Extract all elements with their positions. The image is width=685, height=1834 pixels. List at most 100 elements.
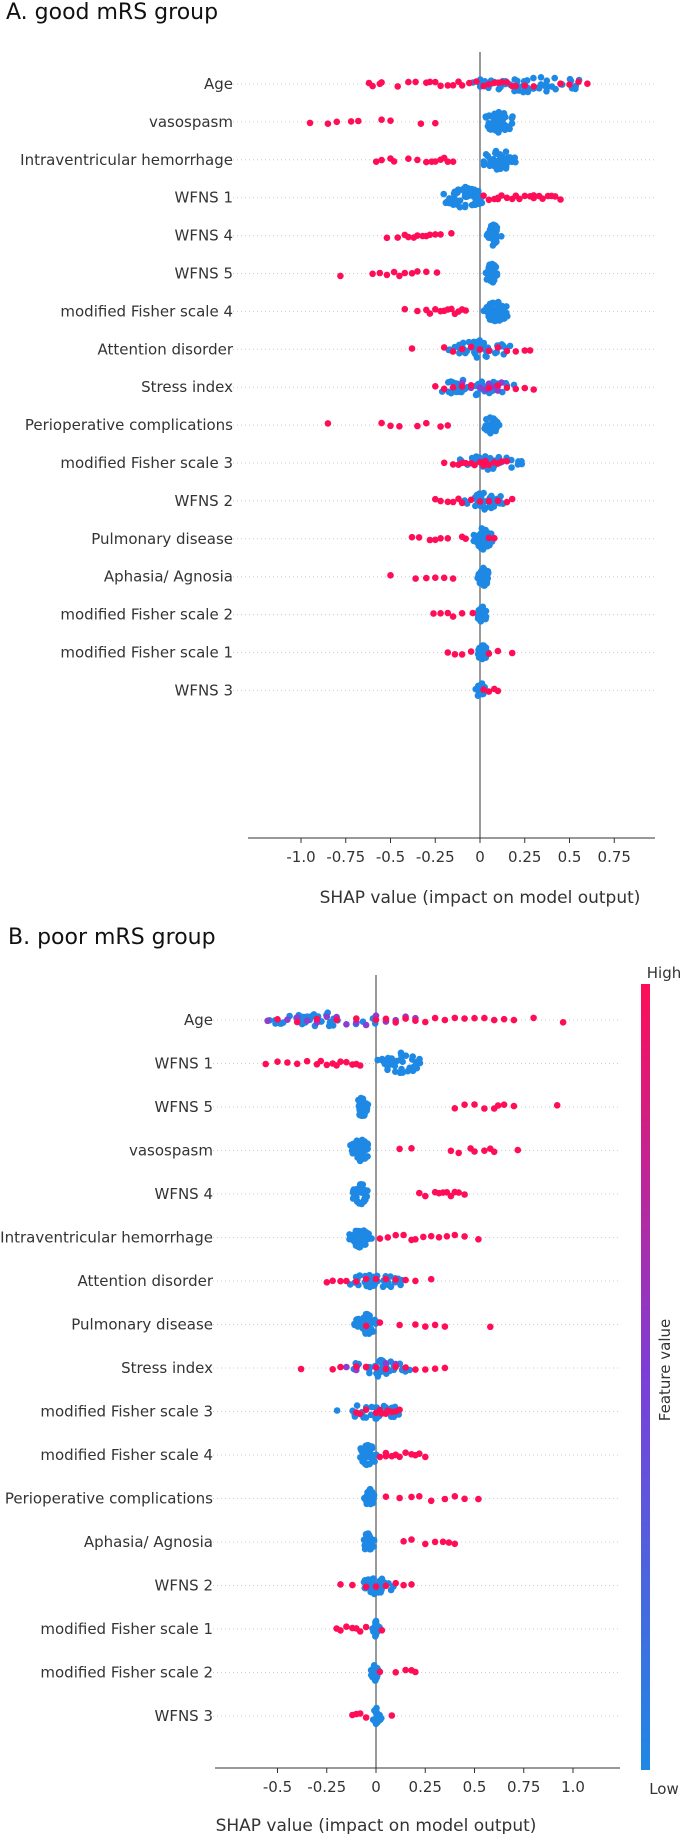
shap-point-high [431,1365,439,1372]
shap-point-high [521,82,529,89]
shap-point-low [492,236,500,243]
shap-point-high [441,1364,449,1372]
shap-point-low [354,1243,362,1250]
shap-point-high [503,347,511,355]
shap-point-low [372,1618,379,1626]
shap-point-low [488,308,495,315]
shap-point-high [414,232,421,239]
shap-point-low [388,1061,395,1068]
shap-point-low [445,379,452,386]
shap-point-high [401,305,409,313]
x-tick-label: 0 [475,848,485,866]
feature-label: Age [204,75,233,93]
shap-point-high [512,192,520,200]
shap-point-high [426,231,434,239]
feature-label: vasospasm [129,1142,213,1160]
shap-point-high [362,1714,370,1721]
shap-point-mid [343,1021,350,1028]
feature-label: modified Fisher scale 4 [40,1446,213,1464]
shap-point-low [476,337,484,344]
shap-point-high [362,1623,370,1631]
x-tick-label: 0.75 [507,1778,540,1796]
shap-point-low [333,1407,341,1414]
shap-point-high [551,193,559,200]
shap-point-high [378,79,385,86]
shap-point-high [461,1495,468,1503]
shap-point-high [437,610,444,617]
x-tick-label: -1.0 [286,848,315,866]
shap-point-high [448,230,455,237]
shap-point-high [356,1710,364,1717]
panel-a-feature-labels: Age vasospasm Intraventricular hemorrhage W… [20,75,234,699]
x-tick-label: 0.25 [508,848,541,866]
shap-point-low [385,1281,392,1289]
shap-point-low [481,543,488,551]
shap-point-high [333,1016,340,1024]
shap-point-low [495,108,503,116]
shap-point-high [490,1016,498,1024]
shap-point-high [414,307,421,315]
shap-point-low [497,307,505,315]
shap-point-high [455,1189,463,1196]
shap-point-high [494,344,502,351]
colorbar-title: Feature value [656,1319,674,1421]
shap-point-high [423,574,430,582]
shap-point-low [485,313,492,320]
shap-point-high [356,1628,364,1635]
shap-point-high [353,1015,360,1022]
shap-point-low [492,229,500,237]
shap-point-high [423,158,430,166]
shap-point-high [426,310,434,317]
shap-point-low [367,1328,375,1336]
shap-point-high [387,422,394,430]
shap-point-low [363,1229,370,1236]
shap-point-low [551,74,558,82]
shap-point-high [402,1449,409,1456]
shap-point-low [362,1531,370,1538]
shap-point-high [423,268,430,276]
feature-label: Intraventricular hemorrhage [20,151,233,169]
shap-point-high [392,1231,400,1239]
shap-point-high [530,194,537,202]
shap-point-high [355,117,362,125]
feature-label: WFNS 2 [174,492,233,510]
x-tick-label: 0.75 [598,848,631,866]
shap-point-low [489,425,496,433]
shap-point-high [584,80,591,87]
feature-label: Age [184,1011,213,1029]
shap-point-high [324,120,332,127]
shap-point-high [521,192,529,200]
shap-point-low [440,190,448,198]
shap-point-low [372,1676,379,1684]
shap-point-high [390,268,398,276]
shap-point-high [475,1236,482,1243]
shap-point-high [481,1147,488,1154]
shap-point-low [543,77,551,84]
shap-point-high [343,1623,350,1630]
shap-point-high [372,158,380,165]
shap-point-high [431,1321,439,1329]
shap-point-high [432,383,439,390]
shap-point-low [359,1150,367,1157]
shap-point-low [483,416,490,423]
shap-point-high [435,1234,443,1241]
shap-point-high [481,1105,488,1112]
shap-point-low [456,197,464,204]
shap-point-high [376,1235,384,1242]
shap-point-low [356,1228,363,1236]
shap-point-high [451,1105,459,1112]
shap-point-high [376,1453,384,1461]
shap-point-high [494,647,502,655]
shap-point-mid [323,1013,331,1020]
shap-point-mid [303,1017,311,1024]
shap-point-low [278,1020,285,1027]
shap-point-high [329,1277,337,1285]
shap-point-high [356,1062,364,1069]
shap-point-high [362,1363,370,1371]
shap-point-high [347,118,355,125]
x-tick-label: 1.0 [561,1778,585,1796]
shap-point-high [444,535,452,542]
shap-point-high [414,156,421,164]
shap-point-high [503,79,511,86]
shap-point-high [471,461,478,469]
